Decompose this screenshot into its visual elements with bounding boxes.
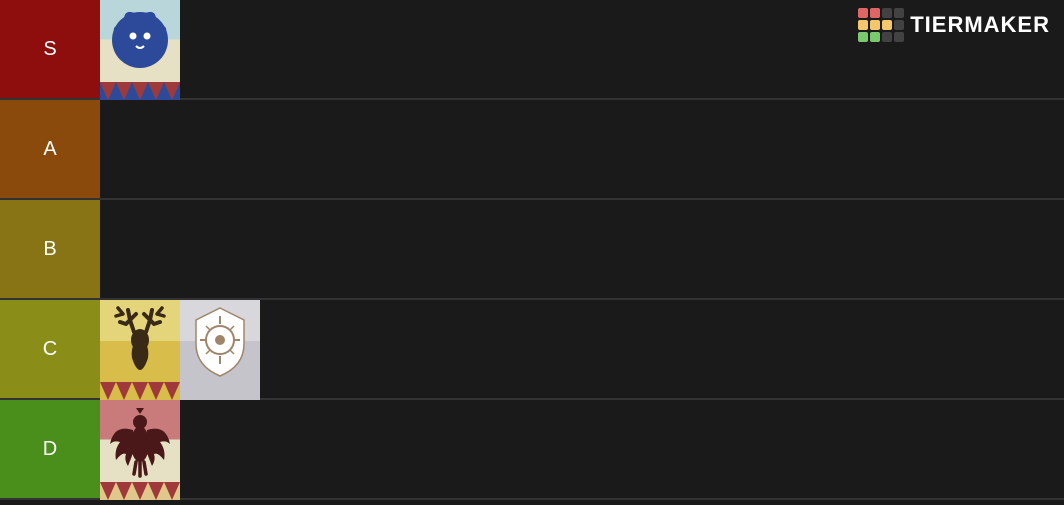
tier-label[interactable]: S	[0, 0, 100, 98]
tier-label[interactable]: B	[0, 200, 100, 298]
logo-grid-icon	[858, 8, 904, 42]
blue-lions-banner[interactable]	[100, 0, 180, 100]
logo-text: TIERMAKER	[910, 12, 1050, 38]
church-banner[interactable]	[180, 300, 260, 400]
black-eagles-banner[interactable]	[100, 400, 180, 500]
tier-label[interactable]: C	[0, 300, 100, 398]
tier-list: S ABC D	[0, 0, 1064, 500]
tier-dropzone[interactable]	[100, 200, 1064, 298]
tier-row: D	[0, 400, 1064, 500]
tiermaker-logo: TIERMAKER	[858, 8, 1050, 42]
tier-label[interactable]: D	[0, 400, 100, 498]
tier-row: C	[0, 300, 1064, 400]
tier-dropzone[interactable]	[100, 300, 1064, 398]
tier-dropzone[interactable]	[100, 400, 1064, 498]
tier-row: B	[0, 200, 1064, 300]
tier-dropzone[interactable]	[100, 100, 1064, 198]
tier-row: A	[0, 100, 1064, 200]
tier-label[interactable]: A	[0, 100, 100, 198]
golden-deer-banner[interactable]	[100, 300, 180, 400]
